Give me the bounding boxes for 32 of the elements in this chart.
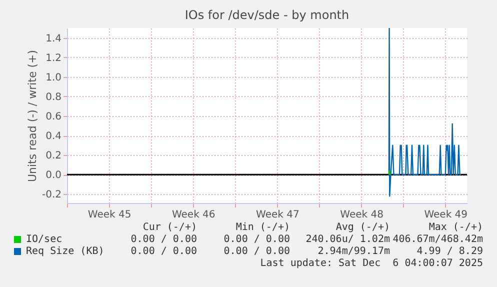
text: 0.00 / 0.00 (224, 246, 290, 257)
legend-label: IO/sec (26, 234, 62, 245)
text: 0.00 / 0.00 (130, 234, 197, 245)
y-tick-label: 0.0 (46, 170, 62, 182)
y-tick-label: 1.2 (46, 52, 62, 64)
text: Last update: Sat Dec 6 04:00:07 2025 (260, 258, 483, 269)
chart-title: IOs for /dev/sde - by month (184, 8, 350, 22)
text: Min (-/+) (236, 222, 290, 233)
legend-label: Req Size (KB) (26, 246, 104, 257)
text: 0.00 / 0.00 (130, 246, 197, 257)
y-tick-label: 0.6 (46, 111, 62, 122)
y-tick-label: 0.8 (46, 92, 62, 103)
x-tick-label: Week 49 (424, 210, 468, 220)
y-tick-label: 1.0 (46, 72, 62, 84)
text: 240.06u/ 1.02m (306, 234, 390, 245)
y-tick-label: -0.2 (42, 190, 62, 201)
text: 2.94m/99.17m (318, 246, 390, 257)
y-tick-label: 0.2 (46, 150, 62, 162)
y-axis-title: Units read (-) / write (+) (26, 50, 39, 182)
text: 406.67m/468.42m (392, 234, 483, 245)
text: Cur (-/+) (142, 222, 197, 233)
line-series (388, 28, 462, 197)
y-tick-label: 1.4 (46, 33, 62, 44)
x-tick-label: Week 45 (88, 210, 132, 220)
text: Avg (-/+) (336, 222, 390, 233)
y-tick-label: 0.4 (46, 131, 62, 142)
x-tick-label: Week 46 (172, 210, 216, 220)
x-tick-label: Week 47 (256, 210, 300, 220)
x-tick-label: Week 48 (340, 210, 384, 220)
text: Max (-/+) (428, 222, 483, 233)
text: 4.99 / 8.29 (416, 246, 483, 257)
text: 0.00 / 0.00 (224, 234, 290, 245)
